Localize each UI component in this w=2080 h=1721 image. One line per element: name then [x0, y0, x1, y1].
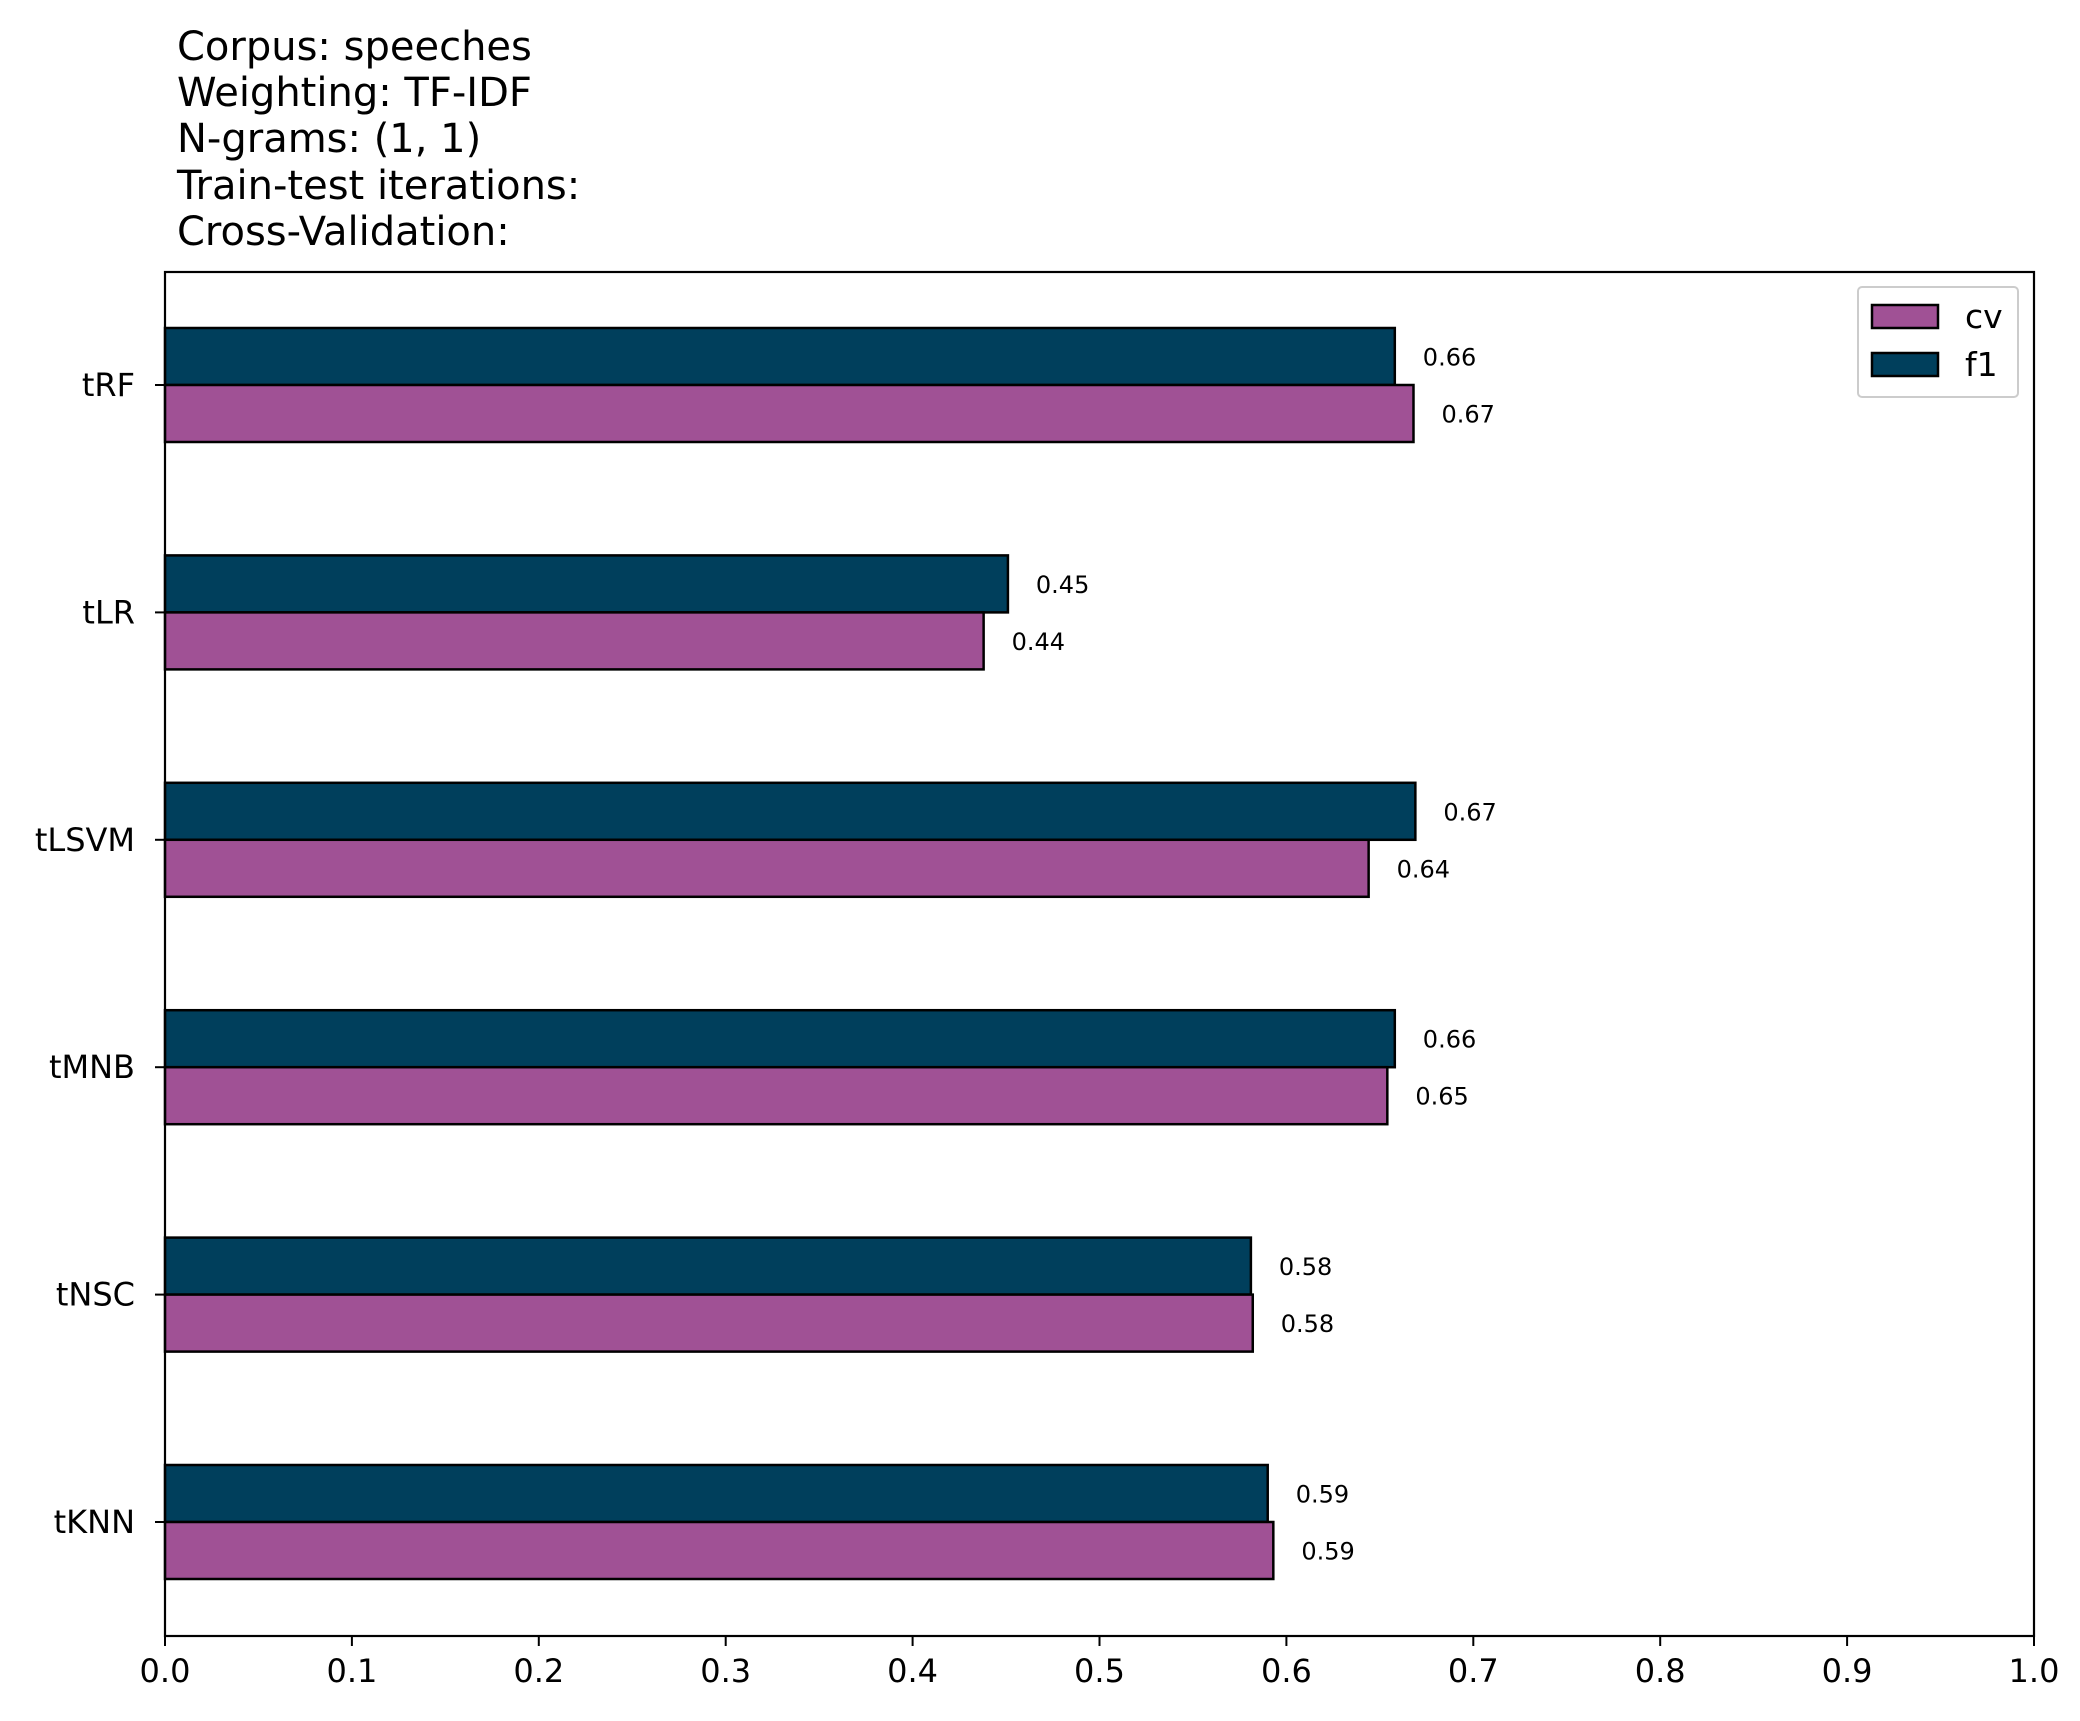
- x-tick-label-8: 0.8: [1635, 1652, 1686, 1690]
- x-tick-label-3: 0.3: [700, 1652, 751, 1690]
- y-tick-label-tmnb: tMNB: [49, 1048, 135, 1086]
- x-tick-label-5: 0.5: [1074, 1652, 1125, 1690]
- value-label-tmnb-f1: 0.66: [1423, 1026, 1476, 1054]
- bar-trf-cv: [163, 383, 1415, 444]
- plot-frame: [163, 270, 2036, 1638]
- value-label-tknn-f1: 0.59: [1296, 1481, 1349, 1509]
- title-line-cross-validation: Cross-Validation:: [177, 209, 510, 255]
- bar-tmnb-cv: [163, 1065, 1389, 1126]
- value-label-trf-f1: 0.66: [1423, 344, 1476, 372]
- x-tick-label-0: 0.0: [140, 1652, 191, 1690]
- bar-tlr-f1: [163, 554, 1010, 614]
- chart-title: Corpus: speeches Weighting: TF-IDF N-gra…: [176, 24, 580, 255]
- value-label-tmnb-cv: 0.65: [1415, 1083, 1468, 1111]
- value-label-tlr-f1: 0.45: [1036, 571, 1089, 599]
- x-tick-label-10: 1.0: [2009, 1652, 2060, 1690]
- bar-tmnb-f1: [163, 1008, 1397, 1069]
- title-line-iterations: Train-test iterations:: [176, 163, 580, 209]
- legend-swatch-cv: [1870, 303, 1940, 330]
- y-tick-label-trf: tRF: [82, 366, 135, 404]
- value-label-tnsc-f1: 0.58: [1279, 1253, 1332, 1281]
- value-label-tlr-cv: 0.44: [1012, 628, 1065, 656]
- x-tick-label-6: 0.6: [1261, 1652, 1312, 1690]
- y-tick-label-tknn: tKNN: [54, 1503, 135, 1541]
- bar-tknn-f1: [163, 1463, 1269, 1524]
- x-tick-label-2: 0.2: [513, 1652, 564, 1690]
- value-label-trf-cv: 0.67: [1441, 401, 1494, 429]
- bar-tnsc-f1: [163, 1236, 1253, 1296]
- value-labels-layer: 0.66 0.67 0.45 0.44 0.67 0.64 0.66 0.65 0.58 0.58…: [1012, 344, 1497, 1566]
- x-tick-label-9: 0.9: [1822, 1652, 1873, 1690]
- bar-tlsvm-f1: [163, 781, 1417, 842]
- y-tick-label-tlsvm: tLSVM: [35, 821, 135, 859]
- value-label-tnsc-cv: 0.58: [1281, 1310, 1334, 1338]
- legend-swatch-f1: [1870, 351, 1940, 378]
- bar-tlsvm-cv: [163, 838, 1370, 899]
- x-axis: 0.0 0.1 0.2 0.3 0.4 0.5 0.6 0.7 0.8 0.9 1.0: [140, 1636, 2060, 1690]
- title-line-weighting: Weighting: TF-IDF: [177, 70, 532, 116]
- legend-entries: cv f1: [1870, 297, 2003, 384]
- value-label-tlsvm-cv: 0.64: [1397, 855, 1450, 883]
- bar-trf-f1: [163, 326, 1397, 387]
- legend-label-cv: cv: [1965, 297, 2003, 336]
- value-label-tknn-cv: 0.59: [1301, 1538, 1354, 1566]
- y-tick-label-tlr: tLR: [82, 593, 135, 631]
- x-tick-label-1: 0.1: [326, 1652, 377, 1690]
- x-tick-label-4: 0.4: [887, 1652, 938, 1690]
- title-line-ngrams: N-grams: (1, 1): [177, 116, 481, 162]
- y-axis: tRF tLR tLSVM tMNB tNSC tKNN: [35, 366, 165, 1541]
- title-line-corpus: Corpus: speeches: [177, 24, 532, 70]
- legend-label-f1: f1: [1965, 345, 1998, 384]
- legend: cv f1: [1857, 286, 2019, 398]
- y-tick-label-tnsc: tNSC: [56, 1276, 135, 1314]
- value-label-tlsvm-f1: 0.67: [1443, 798, 1496, 826]
- x-tick-label-7: 0.7: [1448, 1652, 1499, 1690]
- bar-tknn-cv: [163, 1520, 1275, 1581]
- bar-tnsc-cv: [163, 1293, 1255, 1353]
- bars-layer: [163, 326, 1417, 1581]
- bar-tlr-cv: [163, 611, 985, 671]
